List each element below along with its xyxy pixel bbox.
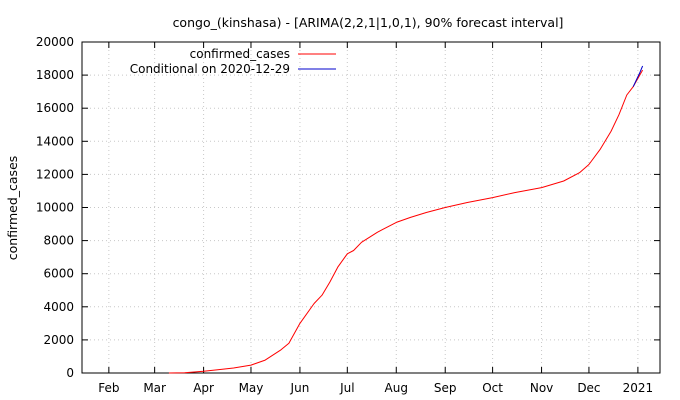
legend-label: Conditional on 2020-12-29 [130, 62, 290, 76]
x-tick-label: 2021 [623, 381, 654, 395]
y-tick-label: 8000 [43, 234, 74, 248]
chart-title: congo_(kinshasa) - [ARIMA(2,2,1|1,0,1), … [173, 15, 564, 30]
y-tick-label: 6000 [43, 267, 74, 281]
grid [82, 42, 660, 373]
y-tick-label: 2000 [43, 333, 74, 347]
x-ticks: Feb Mar Apr May Jun Jul Aug Sep Oct Nov Dec 2021 [98, 42, 653, 395]
x-tick-label: Oct [482, 381, 503, 395]
series-line [168, 69, 644, 374]
y-tick-label: 4000 [43, 300, 74, 314]
y-tick-label: 14000 [36, 134, 74, 148]
x-tick-label: Mar [143, 381, 166, 395]
y-tick-label: 18000 [36, 68, 74, 82]
y-tick-label: 12000 [36, 167, 74, 181]
x-tick-label: Feb [98, 381, 119, 395]
series-group [168, 65, 644, 374]
x-tick-label: May [239, 381, 264, 395]
y-axis-label: confirmed_cases [5, 156, 20, 261]
legend-label: confirmed_cases [190, 47, 290, 61]
x-tick-label: Jun [290, 381, 310, 395]
series-line [632, 65, 644, 87]
y-tick-label: 10000 [36, 201, 74, 215]
y-tick-label: 20000 [36, 35, 74, 49]
x-tick-label: Apr [193, 381, 214, 395]
y-tick-label: 16000 [36, 101, 74, 115]
x-tick-label: Nov [530, 381, 553, 395]
y-tick-label: 0 [66, 366, 74, 380]
x-tick-label: Sep [434, 381, 457, 395]
x-tick-label: Jul [339, 381, 354, 395]
y-ticks: 0 2000 4000 6000 8000 10000 12000 14000 16000 180… [36, 35, 660, 380]
x-tick-label: Aug [385, 381, 408, 395]
x-tick-label: Dec [577, 381, 600, 395]
